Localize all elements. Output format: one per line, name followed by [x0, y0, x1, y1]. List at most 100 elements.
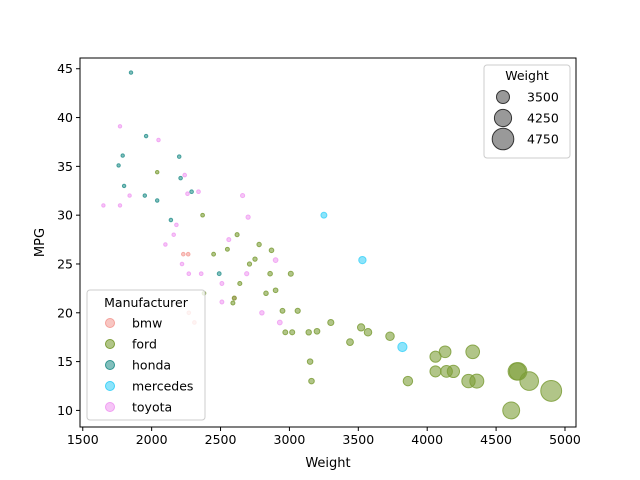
data-point-ford — [540, 379, 563, 402]
y-axis-ticks: 10 15 20 25 30 35 40 45 — [57, 61, 80, 418]
x-axis-ticks: 1500 2000 2500 3000 3500 4000 4500 5000 — [67, 427, 581, 447]
size-legend-marker — [491, 127, 515, 151]
data-point-honda — [120, 153, 125, 158]
data-point-ford — [438, 345, 452, 359]
data-point-honda — [142, 193, 148, 198]
data-point-mercedes — [320, 211, 328, 219]
data-point-toyota — [174, 222, 179, 228]
data-point-honda — [176, 154, 182, 159]
data-point-toyota — [244, 271, 250, 277]
data-point-ford — [246, 261, 253, 267]
data-point-toyota — [276, 319, 283, 326]
data-point-ford — [519, 371, 540, 391]
data-point-toyota — [117, 203, 123, 208]
y-tick-label: 30 — [57, 208, 73, 223]
data-point-ford — [385, 331, 395, 341]
data-point-toyota — [196, 189, 201, 195]
data-point-ford — [346, 338, 354, 347]
data-point-honda — [189, 189, 194, 195]
plot-frame — [79, 57, 577, 428]
y-tick-label: 15 — [57, 354, 73, 369]
y-tick-label: 10 — [57, 403, 73, 418]
data-point-ford — [305, 329, 312, 336]
data-points — [101, 70, 563, 420]
x-tick-label: 3500 — [342, 432, 374, 447]
x-tick-label: 1500 — [67, 432, 99, 447]
size-legend-title: Weight — [505, 68, 549, 83]
data-point-toyota — [101, 203, 106, 208]
data-point-toyota — [156, 137, 161, 143]
data-point-toyota — [171, 232, 176, 237]
color-legend-frame — [86, 289, 206, 421]
data-point-ford — [429, 365, 442, 378]
data-point-toyota — [226, 237, 232, 243]
data-point-ford — [306, 358, 314, 365]
color-legend-label: ford — [132, 337, 157, 352]
data-point-toyota — [259, 310, 265, 316]
data-point-honda — [178, 175, 183, 181]
data-point-ford — [211, 251, 217, 257]
y-axis-label: MPG — [33, 228, 48, 257]
data-point-ford — [256, 241, 262, 248]
data-point-toyota — [219, 281, 225, 286]
data-point-ford — [294, 307, 301, 314]
data-point-bmw — [181, 251, 186, 257]
data-point-ford — [154, 169, 160, 175]
data-point-ford — [267, 270, 273, 277]
size-legend-label: 4750 — [527, 132, 559, 147]
color-legend-label: toyota — [132, 400, 172, 415]
data-point-honda — [121, 183, 127, 189]
y-tick-label: 20 — [57, 305, 73, 320]
data-point-ford — [268, 247, 275, 254]
color-legend-marker-ford — [105, 339, 115, 349]
color-legend-label: honda — [132, 358, 171, 373]
data-point-ford — [363, 328, 373, 337]
data-point-ford — [279, 307, 286, 314]
data-point-ford — [224, 246, 230, 252]
color-legend-marker-bmw — [105, 318, 115, 328]
data-point-ford — [289, 329, 296, 336]
data-point-ford — [446, 364, 461, 379]
data-point-toyota — [182, 172, 187, 178]
data-point-honda — [168, 217, 174, 223]
x-tick-label: 4000 — [411, 432, 443, 447]
size-legend-marker — [496, 90, 510, 104]
data-point-toyota — [198, 271, 204, 277]
data-point-toyota — [163, 242, 168, 247]
data-point-ford — [237, 280, 243, 287]
data-point-toyota — [245, 214, 251, 220]
data-point-ford — [287, 270, 294, 277]
data-point-bmw — [185, 251, 191, 257]
data-point-ford — [231, 295, 237, 301]
size-legend-label: 3500 — [527, 90, 559, 105]
y-tick-label: 35 — [57, 159, 73, 174]
data-point-ford — [282, 329, 289, 336]
data-point-ford — [230, 300, 236, 306]
data-point-honda — [154, 198, 160, 203]
data-point-ford — [429, 350, 442, 363]
data-point-ford — [252, 256, 258, 262]
data-point-ford — [356, 323, 366, 332]
data-point-toyota — [179, 261, 185, 267]
data-point-toyota — [240, 193, 246, 199]
data-point-toyota — [219, 299, 225, 305]
data-point-toyota — [127, 193, 132, 198]
x-tick-label: 4500 — [480, 432, 512, 447]
size-legend-label: 4250 — [527, 111, 559, 126]
data-point-ford — [272, 287, 279, 294]
size-legend: Weight 3500 4250 4750 — [483, 64, 571, 159]
color-legend: Manufacturer bmw ford honda mercedes toyota — [86, 289, 206, 421]
data-point-ford — [469, 373, 485, 389]
data-point-toyota — [272, 257, 279, 263]
y-tick-label: 45 — [57, 61, 73, 76]
y-tick-label: 40 — [57, 110, 73, 125]
data-point-ford — [234, 232, 240, 238]
color-legend-label: mercedes — [132, 379, 193, 394]
x-tick-label: 2000 — [136, 432, 168, 447]
data-point-ford — [308, 377, 315, 385]
data-point-toyota — [185, 191, 190, 196]
color-legend-marker-mercedes — [105, 381, 115, 391]
data-point-honda — [143, 133, 149, 139]
color-legend-title: Manufacturer — [104, 295, 189, 310]
